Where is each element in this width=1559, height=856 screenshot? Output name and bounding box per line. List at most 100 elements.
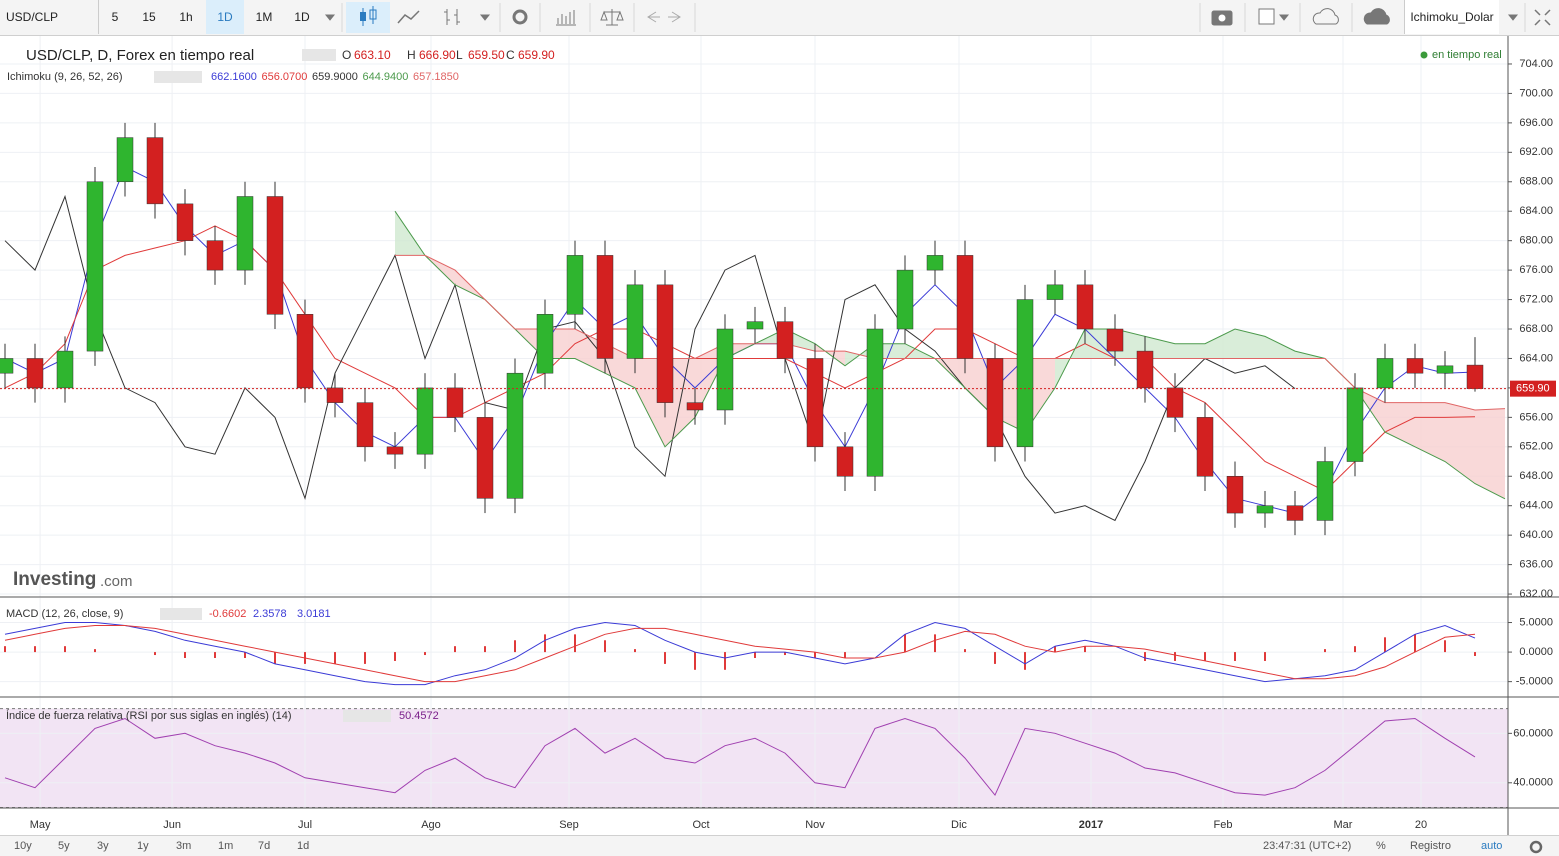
- percent-toggle[interactable]: %: [1376, 840, 1386, 852]
- candle-body: [1016, 299, 1034, 448]
- candle-body: [536, 314, 554, 374]
- candle-body: [476, 417, 494, 499]
- histogram-bar: [1324, 649, 1327, 653]
- watermark: Investing: [13, 569, 96, 590]
- panel-value: 50.4572: [399, 710, 439, 722]
- candle-body: [56, 350, 74, 389]
- settings-button[interactable]: [512, 9, 528, 25]
- y-tick-label: 656.00: [1519, 411, 1553, 423]
- candle-body: [926, 255, 944, 271]
- indicator-value: 659.9000: [312, 71, 358, 83]
- histogram-bar: [784, 652, 787, 656]
- range-button[interactable]: 5y: [58, 840, 70, 852]
- range-button[interactable]: 7d: [258, 840, 271, 852]
- y-tick-label: 632.00: [1519, 588, 1553, 600]
- y-tick-label: 0.0000: [1519, 646, 1553, 658]
- candle-body: [416, 387, 434, 455]
- redo-button[interactable]: [668, 11, 681, 23]
- candle-body: [176, 203, 194, 241]
- candle-body: [296, 314, 314, 389]
- interval-button[interactable]: 1D: [206, 0, 244, 34]
- style-button[interactable]: [1258, 8, 1275, 25]
- y-tick-label: 696.00: [1519, 117, 1553, 129]
- ohlc-key: O: [342, 48, 351, 62]
- interval-button[interactable]: 1h: [179, 10, 193, 24]
- range-button[interactable]: 1m: [218, 840, 234, 852]
- ohlc-value: 663.10: [354, 48, 391, 62]
- candle-body: [1076, 284, 1094, 330]
- symbol-input[interactable]: USD/CLP: [6, 0, 99, 34]
- log-toggle[interactable]: Registro: [1410, 840, 1451, 852]
- layout-name[interactable]: Ichimoku_Dolar: [1404, 0, 1499, 34]
- range-button[interactable]: 10y: [14, 840, 32, 852]
- histogram-bar: [244, 652, 247, 658]
- macd-line: [4, 625, 1476, 683]
- histogram-bar: [814, 652, 817, 658]
- candle-body: [26, 358, 44, 389]
- candle-body: [1346, 387, 1364, 462]
- histogram-bar: [544, 634, 547, 653]
- histogram-bar: [1084, 646, 1087, 653]
- cloud: [1415, 402, 1445, 462]
- candle-body: [1226, 476, 1244, 514]
- histogram-bar: [1174, 652, 1177, 661]
- ohlc-key: L: [456, 48, 463, 62]
- save-button[interactable]: [1363, 8, 1390, 25]
- compare-button[interactable]: [600, 9, 624, 26]
- y-tick-label: 704.00: [1519, 58, 1553, 70]
- candle-body: [806, 358, 824, 448]
- dropdown-arrow[interactable]: [479, 14, 491, 21]
- candle-body: [146, 137, 164, 205]
- line-type-button[interactable]: [397, 10, 420, 24]
- histogram-bar: [694, 652, 697, 670]
- candle-type-button[interactable]: [346, 2, 390, 33]
- auto-toggle[interactable]: auto: [1481, 840, 1503, 852]
- histogram-bar: [1444, 640, 1446, 653]
- dropdown-arrow[interactable]: [324, 14, 336, 21]
- x-tick-label: 2017: [1079, 819, 1103, 831]
- candle-body: [1256, 505, 1274, 514]
- histogram-bar: [394, 652, 397, 661]
- histogram-bar: [454, 646, 457, 653]
- interval-button[interactable]: 15: [142, 10, 156, 24]
- range-button[interactable]: 1d: [297, 840, 310, 852]
- ichimoku-line: [395, 254, 1506, 411]
- range-button[interactable]: 3y: [97, 840, 109, 852]
- histogram-bar: [604, 640, 607, 653]
- histogram-bar: [1384, 637, 1387, 653]
- y-tick-label: 652.00: [1519, 441, 1553, 453]
- x-tick-label: Nov: [805, 819, 825, 831]
- status-dot: [1420, 51, 1428, 59]
- histogram-bar: [934, 634, 937, 653]
- histogram-bar: [964, 649, 967, 653]
- settings-button[interactable]: [1528, 839, 1544, 855]
- candle-body: [1436, 365, 1454, 374]
- candle-body: [626, 284, 644, 359]
- fullscreen-button[interactable]: [1534, 9, 1551, 26]
- range-button[interactable]: 1y: [137, 840, 149, 852]
- indicators-button[interactable]: [556, 10, 576, 26]
- interval-menu[interactable]: 1D: [294, 10, 310, 24]
- candle-body: [836, 446, 854, 477]
- histogram-bar: [1024, 652, 1027, 670]
- legend-icons: [160, 608, 202, 620]
- load-button[interactable]: [1312, 8, 1339, 25]
- candle-body: [1046, 284, 1064, 300]
- candle-body: [1376, 358, 1394, 389]
- y-tick-label: 40.0000: [1513, 777, 1553, 789]
- undo-button[interactable]: [647, 11, 660, 23]
- candle-body: [1106, 328, 1124, 352]
- candle-body: [326, 387, 344, 403]
- cloud: [1265, 336, 1296, 359]
- bar-type-button[interactable]: [444, 9, 460, 25]
- dropdown-arrow[interactable]: [1278, 14, 1290, 21]
- dropdown-arrow[interactable]: [1507, 14, 1519, 21]
- histogram-bar: [154, 652, 157, 656]
- ichimoku-line: [394, 210, 1506, 500]
- range-button[interactable]: 3m: [176, 840, 192, 852]
- interval-button[interactable]: 5: [111, 10, 119, 24]
- y-tick-label: 644.00: [1519, 500, 1553, 512]
- candle-body: [1406, 358, 1424, 374]
- interval-button[interactable]: 1M: [255, 10, 273, 24]
